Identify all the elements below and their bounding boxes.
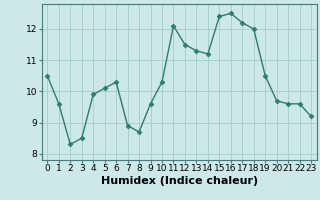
X-axis label: Humidex (Indice chaleur): Humidex (Indice chaleur) — [100, 176, 258, 186]
